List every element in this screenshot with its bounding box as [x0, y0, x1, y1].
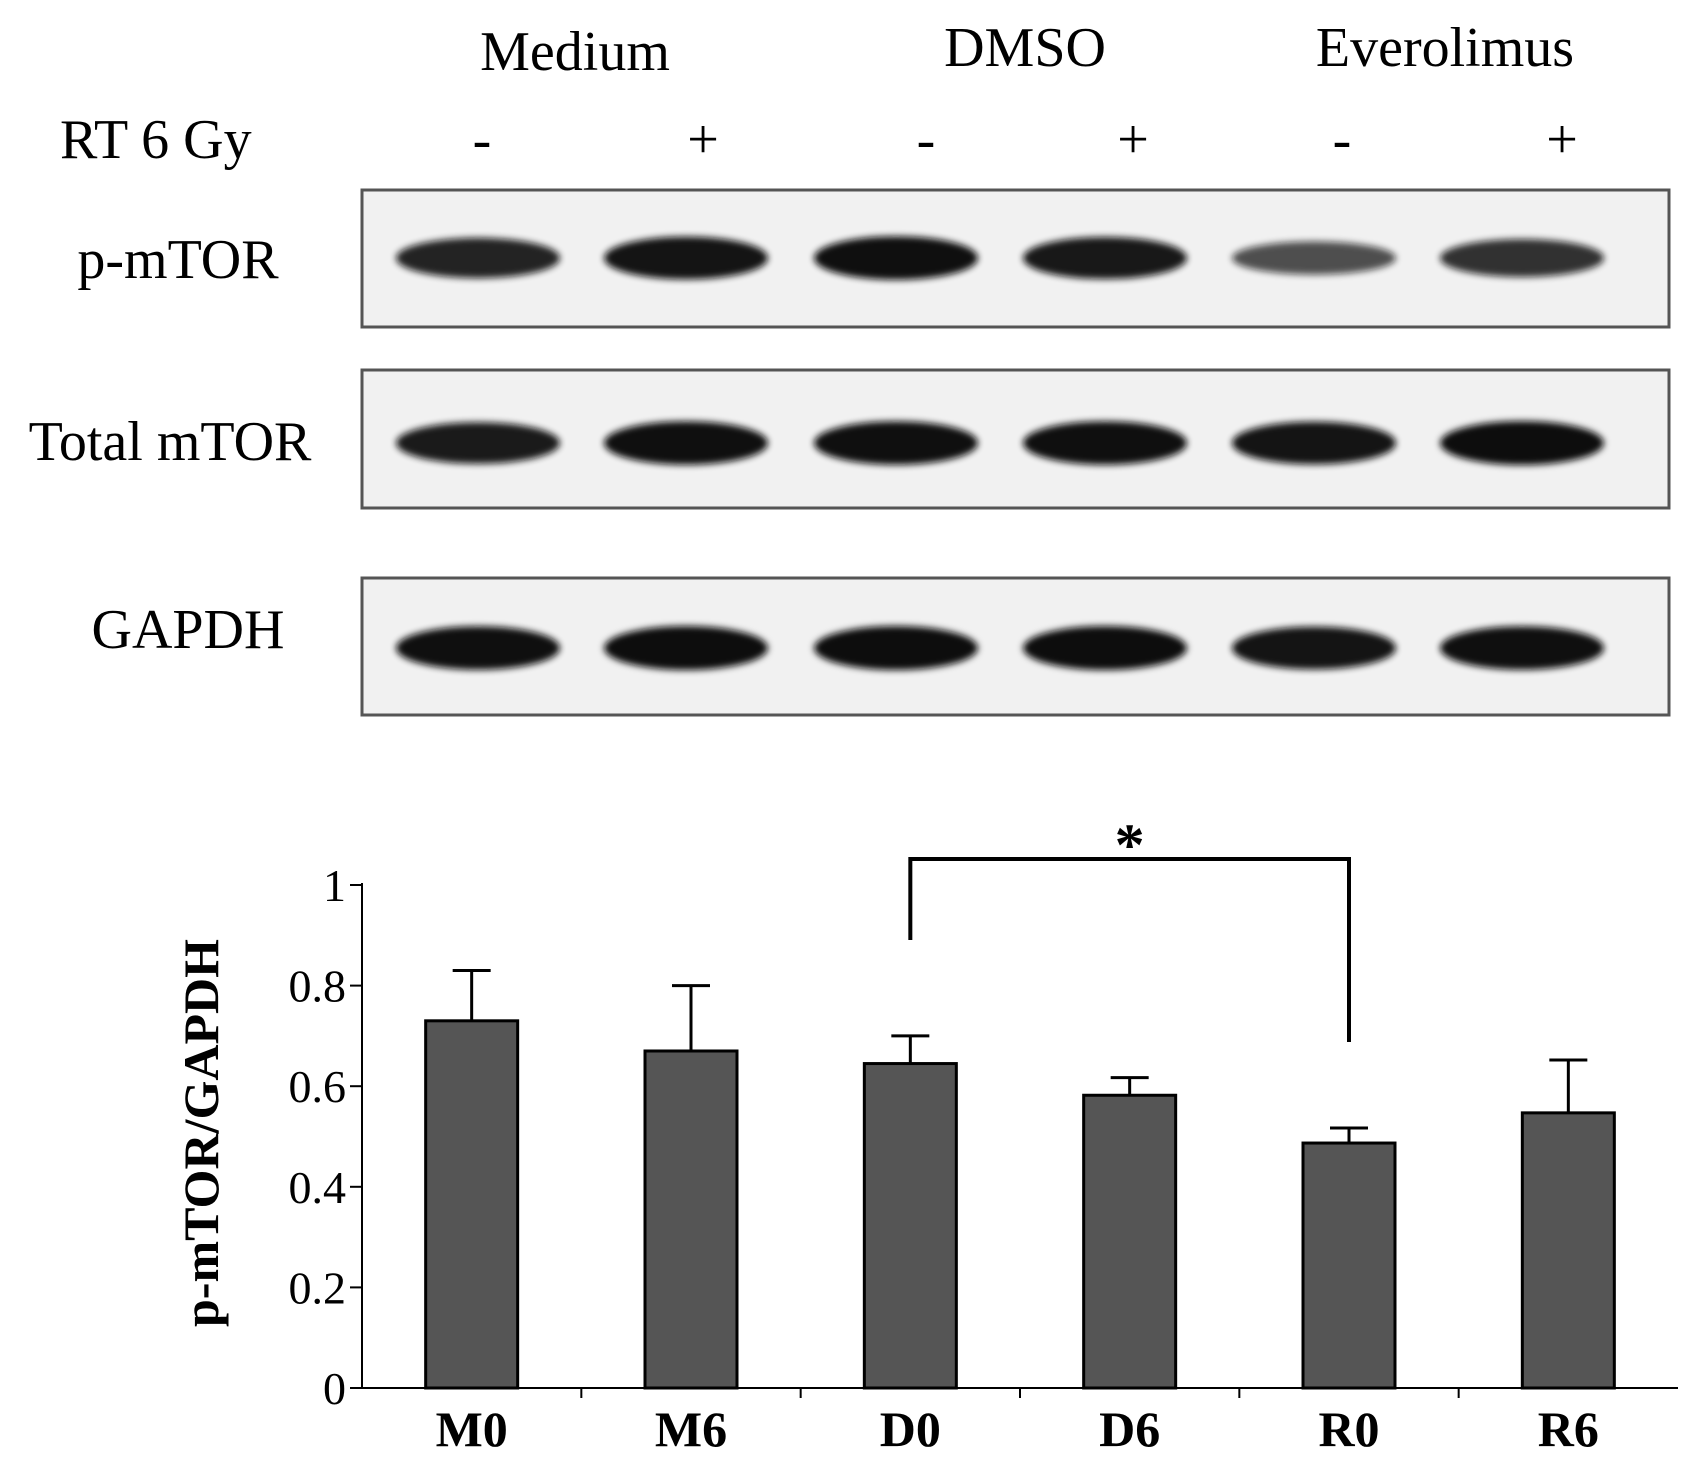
blot-band	[396, 422, 560, 464]
bar-m0	[424, 1019, 520, 1390]
treatment-mark-minus: -	[473, 109, 492, 171]
bar-m6	[643, 1049, 739, 1390]
y-tick-label: 0	[323, 1363, 346, 1414]
treatment-label: RT 6 Gy	[60, 109, 252, 171]
blot-band	[814, 421, 978, 465]
y-tick-label: 0.2	[289, 1262, 347, 1313]
blot-row-labels: p-mTOR Total mTOR GAPDH	[29, 229, 312, 661]
row-label-total-mtor: Total mTOR	[29, 411, 312, 473]
blot-band	[396, 626, 560, 670]
blot-panels	[360, 188, 1671, 717]
blot-panel-gapdh	[360, 576, 1671, 717]
treatment-mark-plus: +	[687, 109, 719, 171]
axes	[350, 883, 1678, 1398]
x-tick-label: M0	[436, 1401, 508, 1457]
y-tick-labels: 0 0.2 0.4 0.6 0.8 1	[289, 860, 347, 1414]
significance-star: *	[1115, 812, 1145, 878]
y-tick-label: 0.4	[289, 1162, 347, 1213]
bar-d6	[1082, 1093, 1178, 1390]
blot-band	[1232, 421, 1396, 465]
x-tick-label: R0	[1318, 1401, 1379, 1457]
x-tick-label: R6	[1538, 1401, 1599, 1457]
blot-band	[1023, 236, 1187, 280]
blot-band	[604, 236, 768, 280]
bars	[424, 1019, 1616, 1390]
blot-band	[396, 237, 560, 279]
y-tick-label: 1	[323, 860, 346, 911]
group-label-everolimus: Everolimus	[1316, 17, 1574, 79]
y-tick-label: 0.6	[289, 1061, 347, 1112]
blot-band	[604, 421, 768, 465]
row-label-p-mtor: p-mTOR	[77, 229, 279, 291]
bar-r0	[1301, 1141, 1397, 1390]
blot-band	[604, 626, 768, 670]
blot-band	[1023, 626, 1187, 670]
treatment-mark-minus: -	[1333, 109, 1352, 171]
treatment-mark-plus: +	[1546, 109, 1578, 171]
significance-bracket: *	[908, 812, 1351, 1042]
blot-band	[814, 236, 978, 280]
blot-band	[1232, 626, 1396, 670]
bar-r6	[1520, 1111, 1616, 1390]
group-label-dmso: DMSO	[944, 17, 1106, 79]
row-label-gapdh: GAPDH	[92, 599, 285, 661]
y-axis-label: p-mTOR/GAPDH	[173, 939, 229, 1327]
treatment-mark-plus: +	[1117, 109, 1149, 171]
blot-band	[1232, 241, 1396, 275]
y-tick-label: 0.8	[289, 961, 347, 1012]
blot-header: Medium DMSO Everolimus RT 6 Gy	[60, 17, 1574, 171]
error-bars	[452, 969, 1588, 1144]
treatment-marks: - + - + - +	[473, 109, 1578, 171]
bar-d0	[862, 1062, 958, 1390]
blot-band	[1440, 626, 1604, 670]
x-tick-label: M6	[655, 1401, 727, 1457]
blot-band	[814, 626, 978, 670]
blot-band	[1440, 239, 1604, 277]
blot-panel-total-mtor	[360, 368, 1671, 510]
treatment-mark-minus: -	[917, 109, 936, 171]
group-label-medium: Medium	[480, 21, 670, 83]
x-tick-labels: M0 M6 D0 D6 R0 R6	[436, 1401, 1599, 1457]
blot-panel-p-mtor	[360, 188, 1671, 329]
x-tick-label: D0	[880, 1401, 941, 1457]
x-tick-label: D6	[1099, 1401, 1160, 1457]
significance-line	[908, 857, 1351, 1042]
blot-band	[1440, 421, 1604, 465]
blot-band	[1023, 421, 1187, 465]
bar-chart: 0 0.2 0.4 0.6 0.8 1 M0 M6 D0 D6 R0 R6 * p-mTOR/GAP…	[173, 812, 1678, 1457]
